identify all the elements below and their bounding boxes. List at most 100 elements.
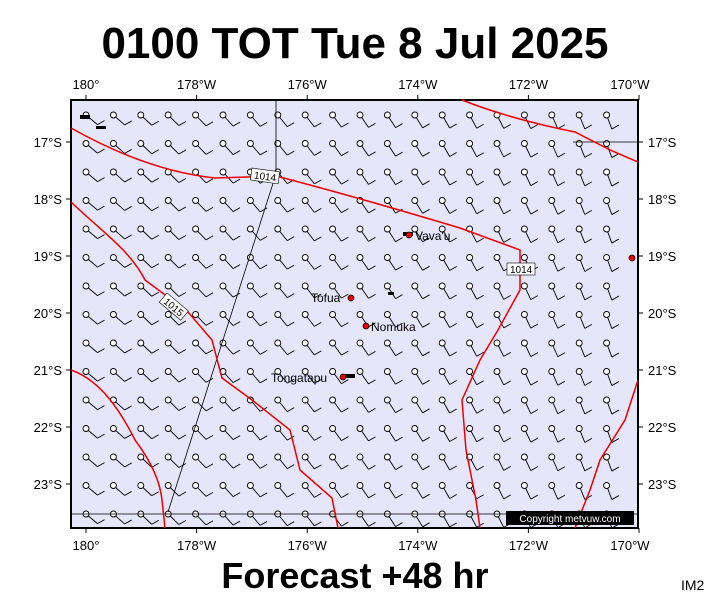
barb-flag bbox=[97, 433, 105, 439]
barb-station bbox=[493, 482, 501, 489]
barb-flag bbox=[530, 181, 538, 186]
barb-flag bbox=[611, 352, 620, 358]
barb-station bbox=[82, 453, 90, 461]
barb-station bbox=[109, 140, 117, 147]
barb-flag bbox=[314, 122, 322, 128]
barb-flag bbox=[205, 406, 214, 412]
barb-station bbox=[82, 282, 90, 290]
barb-station bbox=[82, 368, 90, 375]
barb-station bbox=[301, 453, 309, 461]
barb-flag bbox=[476, 380, 484, 386]
barb-station bbox=[603, 225, 611, 233]
barb-station bbox=[438, 225, 446, 233]
barb-flag bbox=[97, 205, 105, 211]
barb-flag bbox=[178, 349, 187, 354]
barb-flag bbox=[287, 464, 295, 470]
barb-flag bbox=[530, 437, 538, 443]
barb-flag bbox=[205, 121, 214, 127]
barb-flag bbox=[178, 463, 187, 468]
barb-flag bbox=[124, 405, 132, 411]
barb-station bbox=[137, 425, 145, 432]
barb-flag bbox=[611, 381, 620, 386]
barb-flag bbox=[178, 263, 187, 269]
barb-station bbox=[411, 282, 419, 290]
barb-flag bbox=[124, 519, 132, 525]
barb-station bbox=[301, 396, 309, 404]
barb-station bbox=[438, 311, 446, 318]
barb-station bbox=[575, 453, 583, 461]
barb-station bbox=[575, 111, 583, 119]
barb-flag bbox=[422, 322, 430, 328]
barb-station bbox=[356, 453, 364, 461]
barb-flag bbox=[503, 152, 511, 158]
barb-flag bbox=[151, 120, 159, 126]
barb-flag bbox=[97, 120, 105, 126]
barb-flag bbox=[476, 266, 484, 272]
barb-flag bbox=[611, 267, 620, 272]
barb-station bbox=[164, 339, 172, 347]
barb-station bbox=[301, 225, 309, 233]
barb-station bbox=[548, 453, 556, 461]
barb-flag bbox=[422, 493, 430, 499]
barb-station bbox=[301, 254, 309, 261]
barb-flag bbox=[287, 435, 295, 441]
barb-station bbox=[164, 311, 172, 318]
barb-flag bbox=[395, 265, 403, 271]
barb-station bbox=[246, 311, 254, 318]
barb-station bbox=[411, 339, 419, 347]
barb-station bbox=[493, 453, 501, 461]
barb-station bbox=[82, 396, 90, 404]
barb-station bbox=[137, 225, 145, 233]
barb-flag bbox=[97, 462, 105, 468]
barb-station bbox=[466, 311, 474, 318]
barb-flag bbox=[205, 235, 214, 241]
barb-station bbox=[438, 368, 446, 375]
lat-label: 18°S bbox=[648, 192, 677, 207]
barb-flag bbox=[151, 320, 159, 326]
barb-station bbox=[575, 482, 583, 489]
barb-flag bbox=[178, 235, 187, 240]
barb-station bbox=[411, 168, 419, 176]
barb-flag bbox=[422, 379, 430, 385]
barb-flag bbox=[178, 491, 187, 497]
barb-flag bbox=[368, 208, 376, 214]
barb-flag bbox=[449, 294, 457, 300]
barb-flag bbox=[395, 294, 403, 299]
barb-flag bbox=[449, 522, 457, 528]
barb-flag bbox=[124, 120, 132, 126]
barb-flag bbox=[205, 520, 214, 526]
barb-station bbox=[274, 339, 282, 347]
lat-label: 17°S bbox=[34, 135, 63, 150]
barb-flag bbox=[395, 237, 403, 242]
barb-station bbox=[164, 482, 172, 489]
graticule-ticks: 180° 180° 178°W 178°W 176°W 176°W 174°W 174°W 17… bbox=[34, 77, 677, 553]
corner-label: IM2 bbox=[681, 577, 705, 593]
barb-flag bbox=[232, 520, 241, 526]
barb-station bbox=[192, 111, 200, 119]
barb-station bbox=[520, 396, 528, 404]
lat-label: 21°S bbox=[34, 363, 63, 378]
barb-station bbox=[493, 140, 501, 147]
barb-flag bbox=[368, 521, 376, 527]
barb-station bbox=[164, 425, 172, 432]
barb-station bbox=[575, 396, 583, 404]
barb-station bbox=[301, 311, 309, 318]
barb-flag bbox=[530, 152, 538, 158]
barb-flag bbox=[232, 264, 241, 269]
barb-station bbox=[82, 140, 90, 147]
barb-station bbox=[520, 168, 528, 176]
barb-flag bbox=[584, 267, 593, 272]
barb-station bbox=[329, 482, 337, 489]
barb-flag bbox=[314, 436, 322, 441]
barb-flag bbox=[557, 352, 566, 358]
barb-flag bbox=[341, 236, 349, 242]
barb-station bbox=[109, 254, 117, 261]
barb-station bbox=[137, 282, 145, 290]
lon-label: 180° bbox=[73, 77, 100, 92]
barb-station bbox=[603, 254, 611, 261]
barb-flag bbox=[314, 493, 322, 498]
barb-flag bbox=[395, 379, 403, 385]
barb-station bbox=[575, 168, 583, 176]
barb-flag bbox=[97, 405, 105, 411]
barb-flag bbox=[449, 494, 457, 499]
